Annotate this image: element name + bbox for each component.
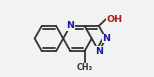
Text: CH₃: CH₃ <box>77 63 93 72</box>
Text: N: N <box>102 34 110 43</box>
Text: OH: OH <box>107 15 123 24</box>
Text: N: N <box>66 21 74 30</box>
Text: N: N <box>95 47 103 56</box>
